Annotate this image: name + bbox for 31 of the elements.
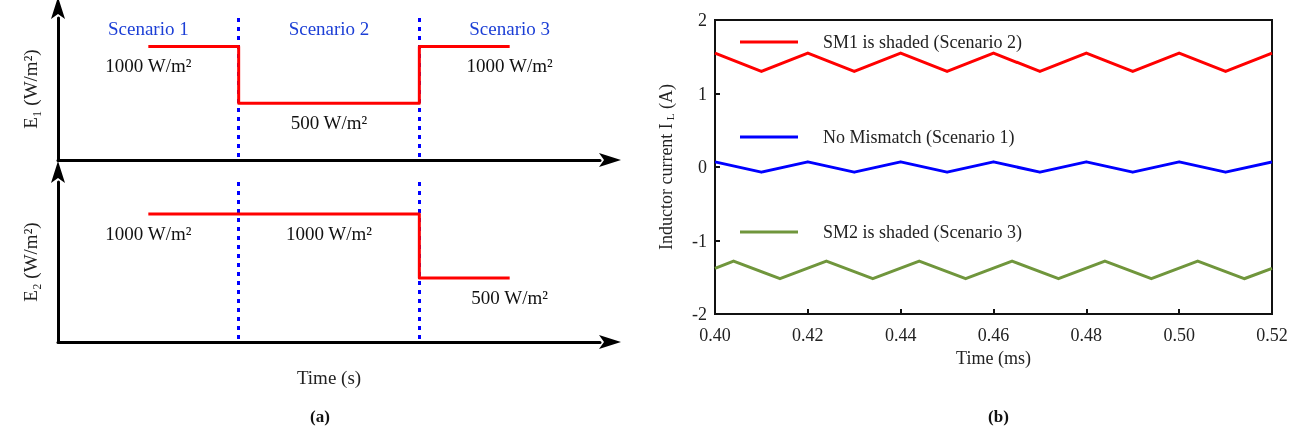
x-axis-title: Time (s) [296, 367, 362, 389]
x-tick-label: 0.40 [699, 325, 731, 345]
y-tick-label: 0 [698, 157, 707, 177]
data-label: 1000 W/m² [105, 223, 192, 244]
x-tick-label: 0.42 [792, 325, 824, 345]
x-tick-label: Scenario 2 [288, 18, 370, 39]
y-axis-title: Inductor current IL (A) [656, 83, 677, 251]
x-tick-label: 0.50 [1163, 325, 1195, 345]
y-axis-title: E₁ (W/m²) [20, 49, 42, 129]
y-tick-label: 1 [698, 83, 707, 104]
data-label: 1000 W/m² [466, 55, 554, 77]
text: (a) [310, 407, 330, 426]
legend-label: SM2 is shaded (Scenario 3) [823, 222, 1022, 243]
x-axis-title: Time (ms) [956, 347, 1031, 369]
y-axis-title: E₂ (W/m²) [20, 222, 42, 302]
x-tick-label: 0.48 [1070, 325, 1103, 345]
y-tick-label: -2 [692, 304, 707, 324]
y-tick-label: -1 [692, 230, 707, 251]
text: (b) [988, 407, 1009, 426]
data-label: 1000 W/m² [285, 223, 373, 244]
x-tick-label: 0.44 [884, 325, 917, 345]
x-tick-label: Scenario 1 [107, 18, 189, 39]
legend-label: No Mismatch (Scenario 1) [823, 127, 1015, 148]
data-label: 500 W/m² [471, 287, 549, 308]
data-label: 1000 W/m² [105, 55, 192, 77]
x-tick-label: 0.52 [1256, 325, 1288, 345]
x-tick-label: 0.46 [977, 325, 1010, 345]
data-label: 500 W/m² [290, 112, 368, 134]
y-tick-label: 2 [698, 10, 707, 30]
x-tick-label: Scenario 3 [469, 18, 551, 39]
legend-label: SM1 is shaded (Scenario 2) [823, 32, 1022, 53]
